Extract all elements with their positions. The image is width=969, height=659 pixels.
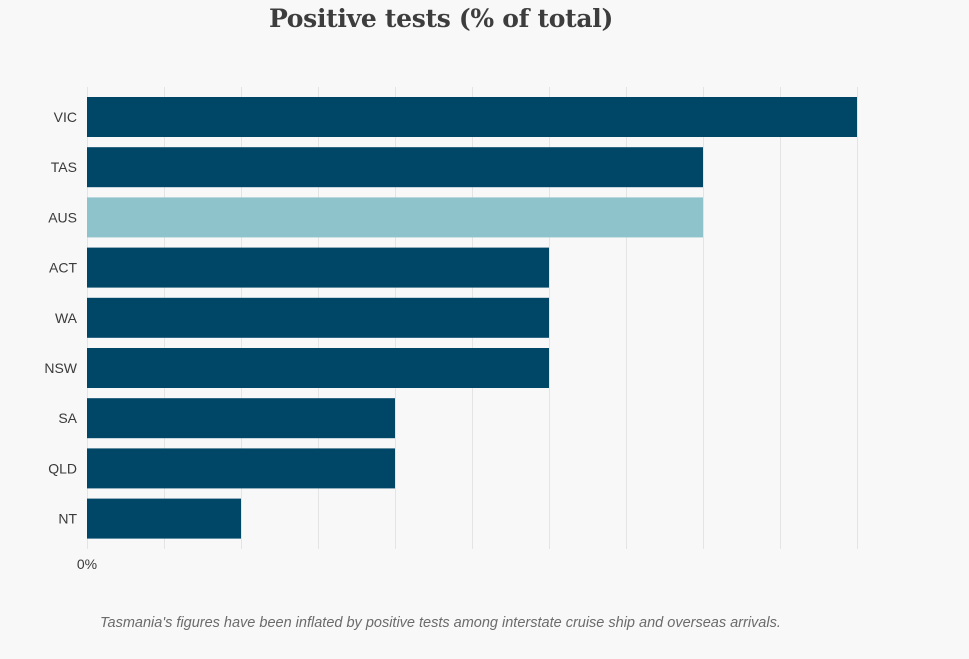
category-label-vic: VIC (54, 109, 77, 125)
bar-chart: VIC TAS AUS ACT WA NSW SA QLD NT 0% (44, 87, 858, 572)
bar-act (87, 247, 549, 288)
bar-vic (87, 97, 857, 137)
bar-qld (87, 448, 395, 489)
category-label-tas: TAS (51, 159, 77, 175)
bar-wa (87, 297, 549, 338)
x-tick-label: 0% (77, 556, 97, 572)
bar-nt (87, 498, 241, 539)
category-label-sa: SA (58, 410, 77, 426)
chart-title: Positive tests (% of total) (268, 4, 614, 33)
category-label-wa: WA (55, 310, 78, 326)
category-label-qld: QLD (48, 460, 77, 476)
bar-sa (87, 398, 395, 439)
category-label-aus: AUS (48, 209, 77, 225)
category-label-act: ACT (49, 260, 77, 276)
bar-nsw (87, 348, 549, 388)
category-label-nsw: NSW (44, 360, 77, 376)
category-label-nt: NT (58, 511, 77, 527)
bar-tas (87, 147, 703, 188)
bar-aus (87, 197, 703, 238)
chart-footnote: Tasmania's figures have been inflated by… (100, 615, 781, 631)
